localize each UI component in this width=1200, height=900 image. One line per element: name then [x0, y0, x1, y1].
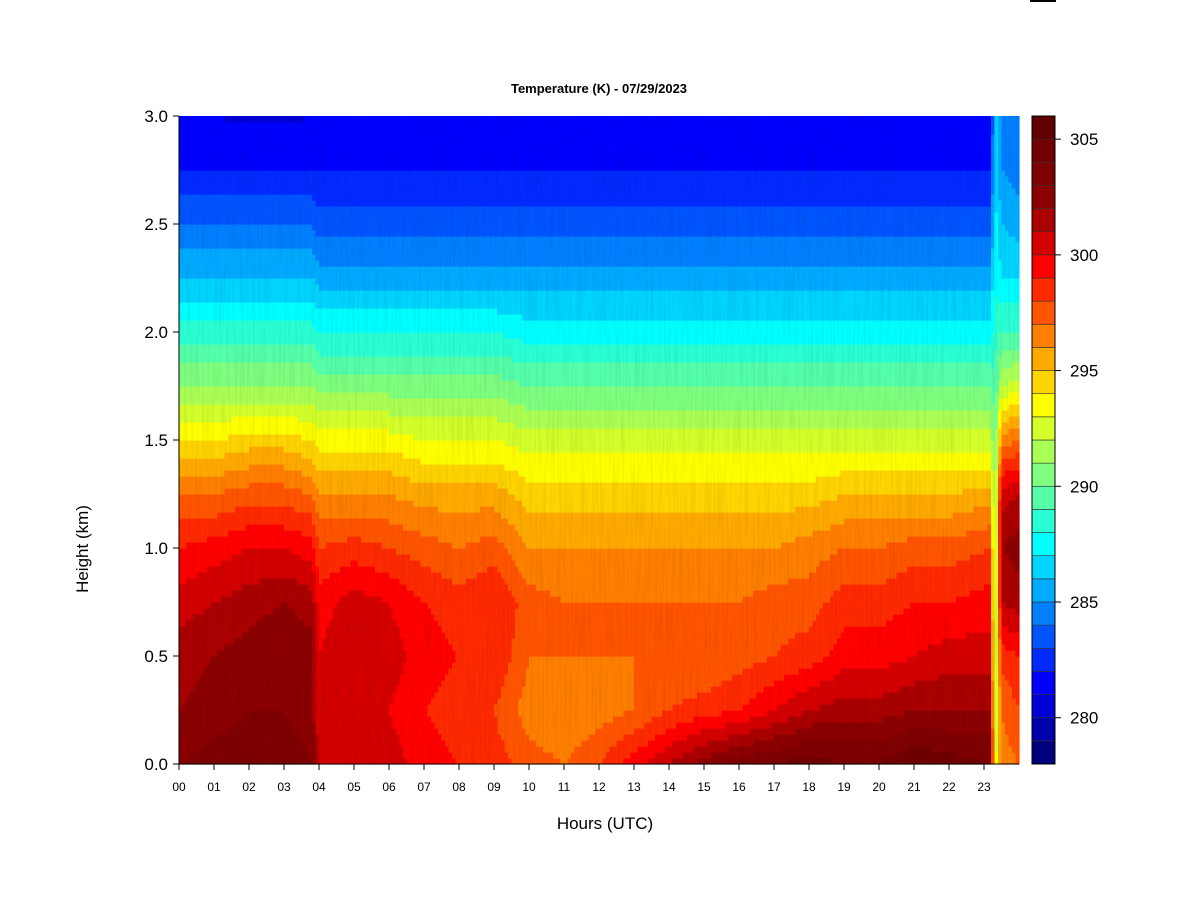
chart-title: Temperature (K) - 07/29/2023: [511, 81, 687, 96]
corner-mark: [1030, 0, 1056, 2]
